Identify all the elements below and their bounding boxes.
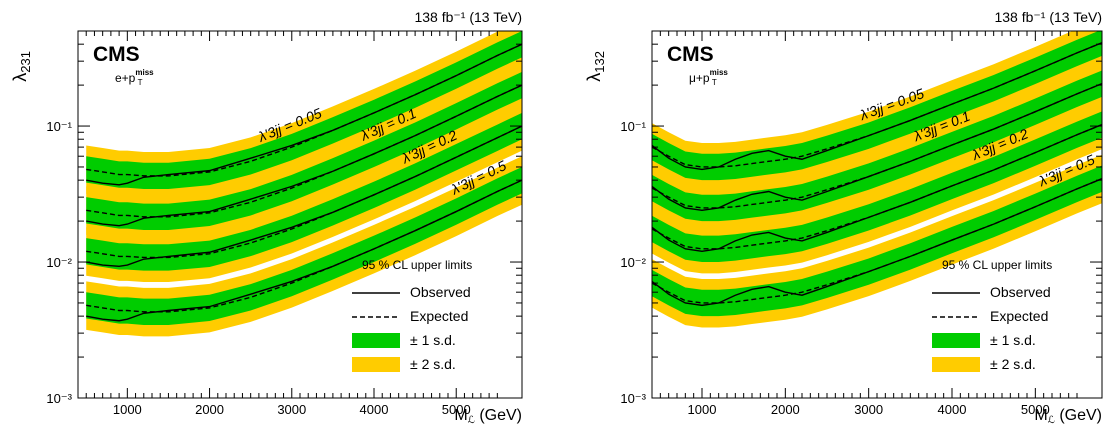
observed-line-series-1 bbox=[86, 84, 522, 227]
band-1sd-series-3 bbox=[652, 165, 1102, 317]
channel-label: e+pmiss T bbox=[115, 68, 154, 87]
y-axis-label: λ132 bbox=[584, 51, 607, 82]
x-tick-label: 4000 bbox=[360, 402, 389, 417]
left-chart-panel: λ'3jj = 0.05 λ'3jj = 0.1 λ'3jj = 0.2 λ'3jj … bbox=[0, 0, 553, 425]
x-tick-label: 3000 bbox=[854, 402, 883, 417]
legend-label: Expected bbox=[410, 308, 468, 324]
band-2sd-series-1 bbox=[652, 59, 1102, 233]
x-tick-label: 3000 bbox=[277, 402, 306, 417]
luminosity-label: 138 fb⁻¹ (13 TeV) bbox=[414, 9, 522, 25]
band-2sd-series-3 bbox=[652, 154, 1102, 328]
observed-line-series-0 bbox=[652, 42, 1102, 171]
x-tick-label: 4000 bbox=[938, 402, 967, 417]
band-2sd-series-2 bbox=[86, 102, 522, 283]
y-tick-label: 10⁻³ bbox=[620, 391, 646, 406]
x-tick-label: 5000 bbox=[442, 402, 471, 417]
cms-label: CMS bbox=[667, 43, 714, 66]
y-axis-label: λ231 bbox=[10, 51, 33, 82]
y-tick-label: 10⁻² bbox=[46, 255, 72, 270]
x-tick-label: 5000 bbox=[1021, 402, 1050, 417]
legend-label: ± 2 s.d. bbox=[990, 356, 1036, 372]
legend-label: ± 2 s.d. bbox=[410, 356, 456, 372]
expected-line-series-1 bbox=[86, 84, 522, 218]
observed-line-series-1 bbox=[652, 83, 1102, 212]
right-chart-panel: λ'3jj = 0.05 λ'3jj = 0.1 λ'3jj = 0.2 λ'3jj … bbox=[553, 0, 1106, 425]
limit-plot-mu-channel: λ'3jj = 0.05λ'3jj = 0.1λ'3jj = 0.2λ'3jj … bbox=[584, 9, 1103, 425]
expected-line-series-3 bbox=[86, 179, 522, 313]
x-axis-label: Mℒ (GeV) bbox=[1034, 407, 1102, 425]
band-2sd-series-1 bbox=[86, 61, 522, 242]
x-tick-label: 1000 bbox=[113, 402, 142, 417]
band-1sd-series-1 bbox=[652, 70, 1102, 222]
band-1sd-series-0 bbox=[652, 31, 1102, 181]
x-tick-label: 2000 bbox=[195, 402, 224, 417]
legend-header: 95 % CL upper limits bbox=[942, 258, 1052, 272]
legend-label: Observed bbox=[410, 284, 471, 300]
expected-line-series-2 bbox=[86, 125, 522, 259]
y-tick-label: 10⁻² bbox=[620, 255, 646, 270]
cms-label: CMS bbox=[93, 43, 140, 66]
channel-label: μ+pmiss T bbox=[689, 68, 728, 87]
y-tick-label: 10⁻¹ bbox=[620, 119, 646, 134]
observed-line-series-0 bbox=[86, 43, 522, 186]
plot-area bbox=[652, 31, 1102, 328]
observed-line-series-2 bbox=[652, 123, 1102, 252]
legend-label: ± 1 s.d. bbox=[990, 332, 1036, 348]
observed-line-series-2 bbox=[86, 125, 522, 268]
band-2sd-series-2 bbox=[652, 100, 1102, 274]
x-tick-label: 2000 bbox=[771, 402, 800, 417]
observed-line-series-3 bbox=[652, 178, 1102, 307]
x-tick-label: 1000 bbox=[688, 402, 717, 417]
band-1sd-series-3 bbox=[86, 166, 522, 326]
band-2sd-series-3 bbox=[86, 156, 522, 337]
legend-header: 95 % CL upper limits bbox=[362, 258, 472, 272]
legend-band1-swatch bbox=[932, 333, 980, 348]
band-1sd-series-0 bbox=[86, 31, 522, 190]
legend-label: ± 1 s.d. bbox=[410, 332, 456, 348]
band-1sd-series-2 bbox=[86, 112, 522, 271]
legend-band2-swatch bbox=[352, 357, 400, 372]
observed-line-series-3 bbox=[86, 179, 522, 322]
x-axis-label: Mℒ (GeV) bbox=[454, 407, 522, 425]
band-1sd-series-1 bbox=[86, 71, 522, 230]
legend-band1-swatch bbox=[352, 333, 400, 348]
band-1sd-series-2 bbox=[652, 111, 1102, 263]
legend-label: Observed bbox=[990, 284, 1051, 300]
luminosity-label: 138 fb⁻¹ (13 TeV) bbox=[994, 9, 1102, 25]
legend-label: Expected bbox=[990, 308, 1048, 324]
y-tick-label: 10⁻¹ bbox=[46, 119, 72, 134]
limit-plot-e-channel: λ'3jj = 0.05 λ'3jj = 0.1λ'3jj = 0.2λ'3jj … bbox=[10, 9, 523, 425]
expected-line-series-0 bbox=[86, 43, 522, 177]
band-2sd-series-0 bbox=[86, 31, 522, 201]
legend-band2-swatch bbox=[932, 357, 980, 372]
y-tick-label: 10⁻³ bbox=[46, 391, 72, 406]
plot-area bbox=[86, 31, 522, 337]
